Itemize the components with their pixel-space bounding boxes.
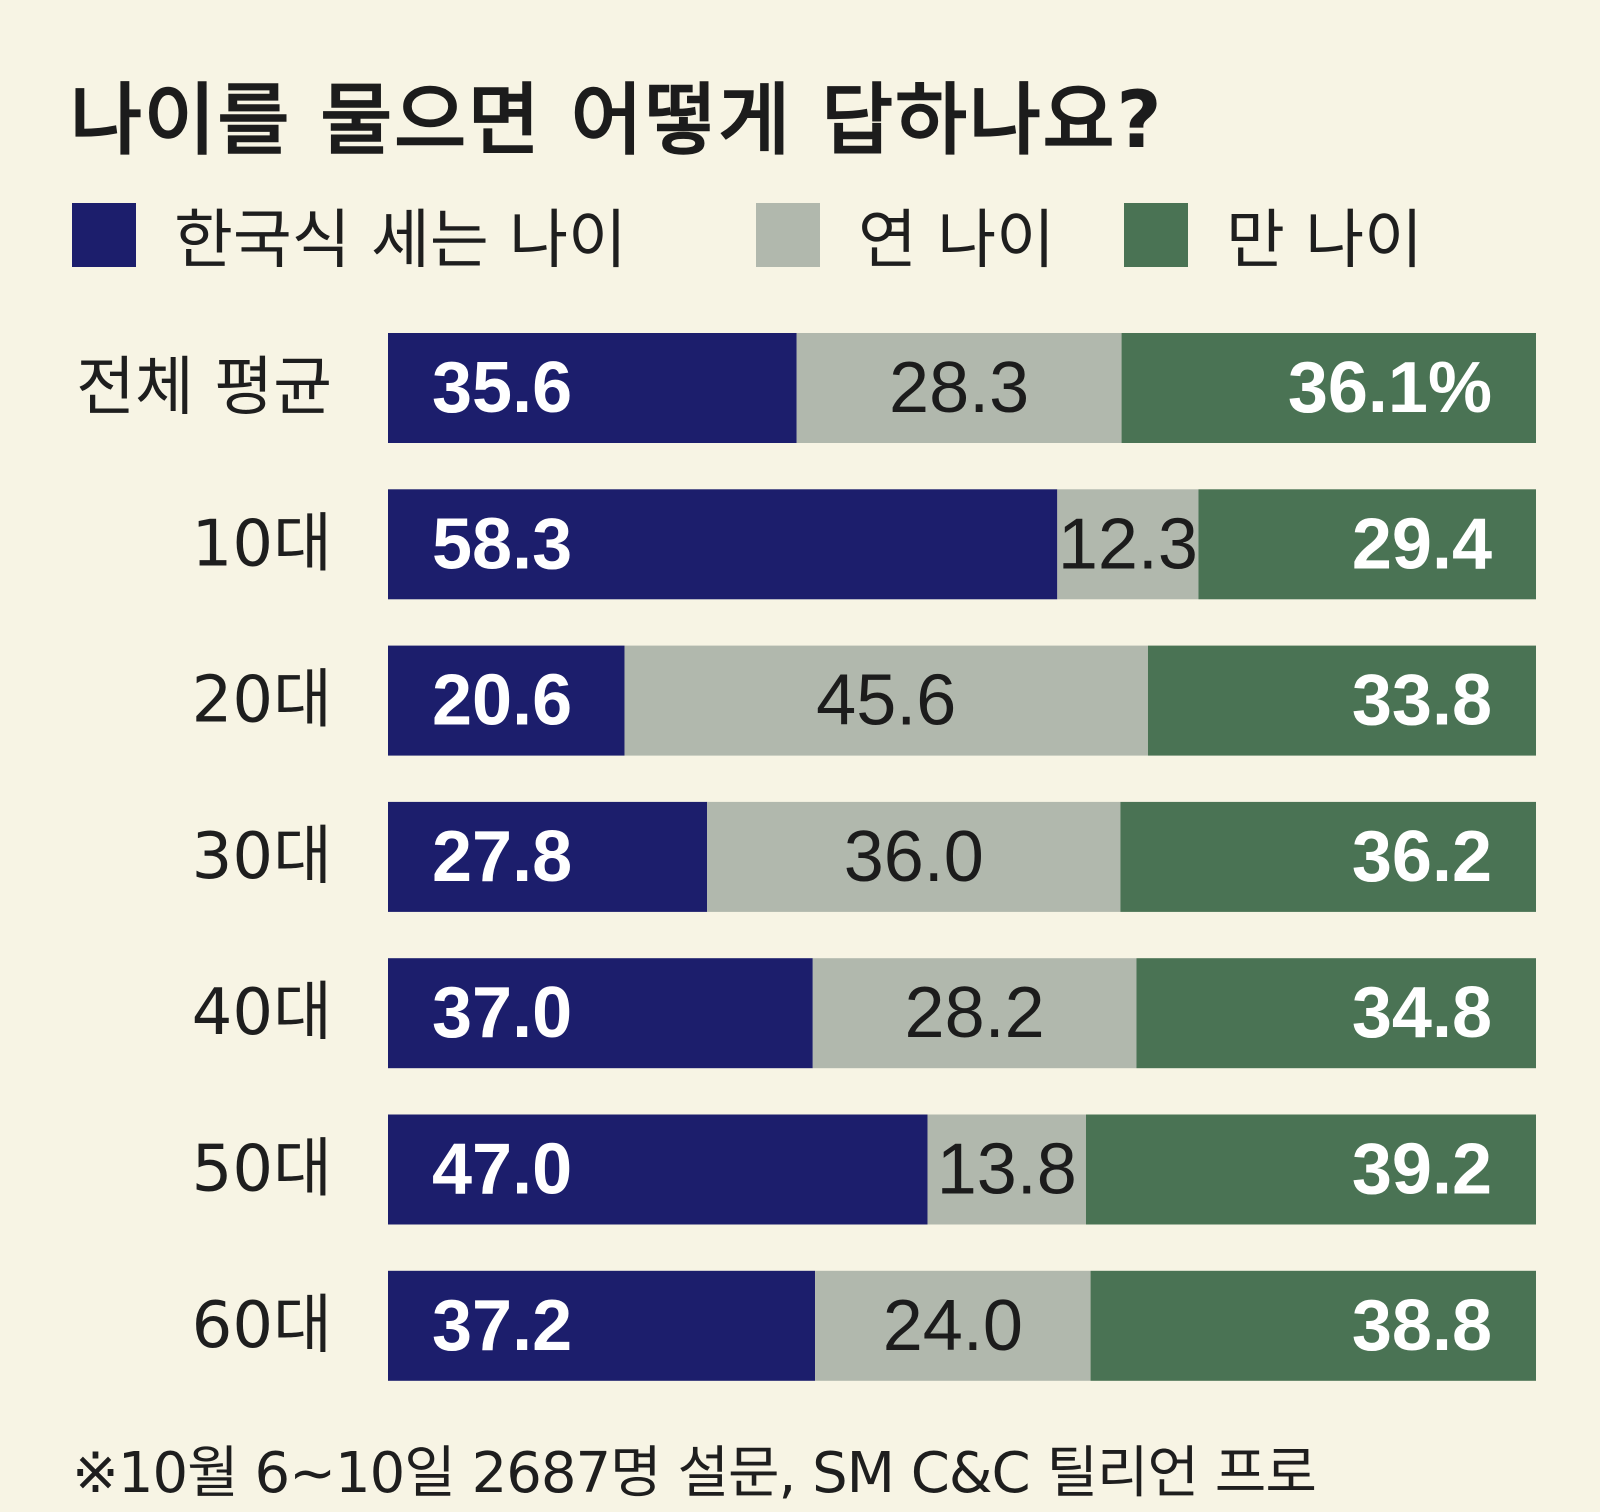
footnote: ※10월 6~10일 2687명 설문, SM C&C 틸리언 프로 xyxy=(72,1441,1317,1506)
bar-segment xyxy=(388,958,813,1069)
category-label: 30대 xyxy=(192,820,332,894)
bar-segment xyxy=(927,1114,1086,1225)
legend-label-korean-age: 한국식 세는 나이 xyxy=(174,204,627,278)
chart-title: 나이를 물으면 어떻게 답하나요? xyxy=(70,76,1164,166)
legend-label-year-age: 연 나이 xyxy=(858,204,1055,278)
bar-segment xyxy=(1057,489,1199,600)
category-label: 전체 평균 xyxy=(76,351,332,425)
bar-segment xyxy=(1198,489,1536,600)
bar-segment xyxy=(1147,645,1536,756)
data-label: 36.1% xyxy=(1288,348,1492,428)
legend-item-international-age: 만 나이 xyxy=(1124,200,1423,278)
legend-swatch-international-age xyxy=(1124,203,1188,267)
bar-segment xyxy=(796,333,1122,443)
category-label: 20대 xyxy=(192,664,332,738)
data-label: 34.8 xyxy=(1352,973,1492,1053)
data-label: 58.3 xyxy=(432,504,572,584)
bar-segment xyxy=(1121,333,1536,443)
data-label: 45.6 xyxy=(816,661,956,741)
bar-segment xyxy=(388,645,625,756)
bar-segment xyxy=(388,333,797,443)
data-label: 38.8 xyxy=(1352,1286,1492,1366)
legend-swatch-korean-age xyxy=(72,203,136,267)
data-label: 28.3 xyxy=(889,348,1029,428)
bar-segment xyxy=(1136,958,1536,1069)
data-label: 27.8 xyxy=(432,817,572,897)
data-label: 13.8 xyxy=(937,1130,1077,1210)
data-label: 37.2 xyxy=(432,1286,572,1366)
bar-segment xyxy=(388,1270,816,1381)
data-label: 37.0 xyxy=(432,973,572,1053)
data-label: 35.6 xyxy=(432,348,572,428)
data-label: 39.2 xyxy=(1352,1130,1492,1210)
bar-segment xyxy=(1090,1270,1536,1381)
data-label: 24.0 xyxy=(883,1286,1023,1366)
category-label: 60대 xyxy=(192,1289,332,1363)
bar-segment xyxy=(1120,801,1536,912)
legend-swatch-year-age xyxy=(756,203,820,267)
data-label: 36.2 xyxy=(1352,817,1492,897)
bar-segment xyxy=(815,1270,1091,1381)
category-label: 10대 xyxy=(192,507,332,581)
data-label: 29.4 xyxy=(1352,504,1492,584)
data-label: 12.3 xyxy=(1058,504,1198,584)
data-label: 36.0 xyxy=(844,817,984,897)
data-label: 20.6 xyxy=(432,661,572,741)
bar-segment xyxy=(1085,1114,1536,1225)
bar-segment xyxy=(624,645,1148,756)
bar-segment xyxy=(388,1114,928,1225)
category-label: 50대 xyxy=(192,1133,332,1207)
legend-label-international-age: 만 나이 xyxy=(1226,204,1423,278)
bar-segment xyxy=(812,958,1137,1069)
data-label: 47.0 xyxy=(432,1130,572,1210)
bar-segment xyxy=(388,489,1058,600)
data-label: 28.2 xyxy=(905,973,1045,1053)
legend-item-korean-age: 한국식 세는 나이 xyxy=(72,200,627,278)
category-label: 40대 xyxy=(192,976,332,1050)
legend-item-year-age: 연 나이 xyxy=(756,200,1055,278)
data-label: 33.8 xyxy=(1352,661,1492,741)
bar-segment xyxy=(707,801,1121,912)
bar-segment xyxy=(388,801,708,912)
